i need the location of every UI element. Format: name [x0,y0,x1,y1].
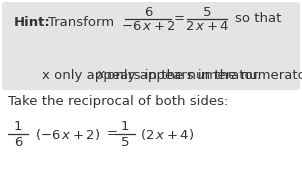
Text: $(-6\,x+2)$: $(-6\,x+2)$ [35,126,100,141]
Text: $(2\,x+4)$: $(2\,x+4)$ [140,126,194,141]
Text: 1: 1 [14,121,22,133]
Text: x only appears in the numerator.: x only appears in the numerator. [41,69,261,81]
Text: $x$: $x$ [96,69,106,81]
Text: 6: 6 [144,5,152,19]
Text: =: = [107,128,117,140]
Text: Transform: Transform [48,15,114,29]
Text: 5: 5 [203,5,211,19]
Text: 6: 6 [14,135,22,149]
Text: Take the reciprocal of both sides:: Take the reciprocal of both sides: [8,96,228,108]
Text: Hint:: Hint: [14,15,51,29]
Text: 1: 1 [121,121,129,133]
Text: =: = [174,13,185,26]
Text: so that: so that [235,13,281,26]
Text: $-6\,x+2$: $-6\,x+2$ [120,21,175,33]
Text: $2\,x+4$: $2\,x+4$ [185,21,229,33]
Text: 5: 5 [121,135,129,149]
FancyBboxPatch shape [2,2,300,90]
Text: only appears in the numerator.: only appears in the numerator. [103,69,302,81]
